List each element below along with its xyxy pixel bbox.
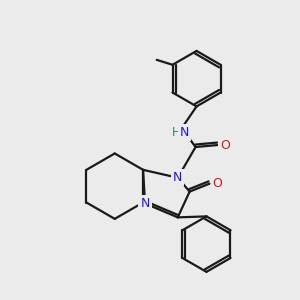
Text: O: O (212, 177, 222, 190)
Text: N: N (140, 197, 150, 210)
Text: N: N (173, 171, 182, 184)
Text: O: O (220, 139, 230, 152)
Text: H: H (171, 126, 180, 139)
Text: N: N (180, 126, 189, 139)
